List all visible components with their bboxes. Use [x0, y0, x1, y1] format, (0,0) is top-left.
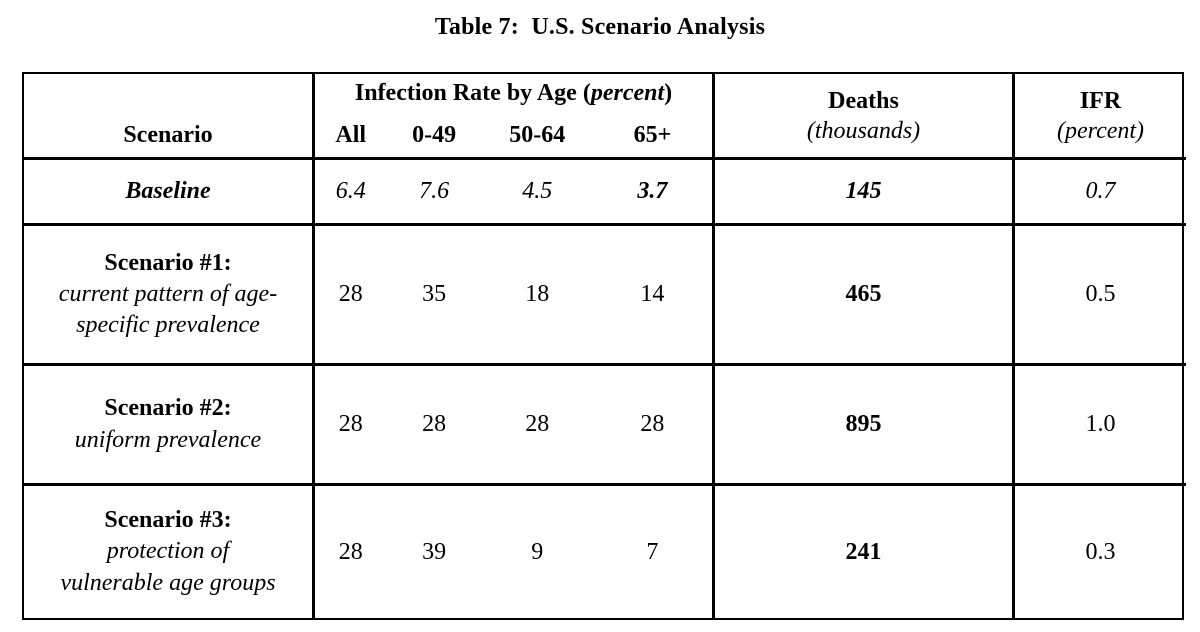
scenario-column-header: Scenario	[123, 122, 213, 148]
rate-0-49: 35	[422, 281, 447, 307]
ifr-column-header: IFR	[1079, 87, 1122, 114]
ifr-value: 0.5	[1085, 281, 1116, 307]
scenario-3-label-cell: Scenario #3: protection of vulnerable ag…	[24, 486, 315, 618]
row-name: Baseline	[125, 177, 211, 204]
baseline-deaths-cell: 145	[715, 160, 1015, 223]
row-name: Scenario #2:	[104, 395, 232, 422]
table-row-scenario-3: Scenario #3: protection of vulnerable ag…	[24, 486, 1186, 618]
scenario-2-ifr-cell: 1.0	[1015, 366, 1186, 483]
baseline-rates-cell: 6.4 7.6 4.5 3.7	[315, 160, 715, 223]
rate-0-49: 28	[422, 411, 447, 437]
deaths-value: 241	[845, 538, 882, 565]
scenario-1-deaths-cell: 465	[715, 226, 1015, 363]
rate-all: 28	[338, 411, 363, 437]
header-cell-ifr: IFR (percent)	[1015, 74, 1186, 157]
table-row-scenario-2: Scenario #2: uniform prevalence 28 28 28…	[24, 366, 1186, 486]
deaths-value: 465	[845, 281, 882, 307]
age-column-header-65plus: 65+	[633, 122, 672, 148]
infection-rate-label-unit: percent	[590, 80, 665, 106]
header-cell-deaths: Deaths (thousands)	[715, 74, 1015, 157]
scenario-1-label-cell: Scenario #1: current pattern of age- spe…	[24, 226, 315, 363]
scenario-table: Scenario Infection Rate by Age (percent)…	[22, 72, 1186, 620]
rate-all: 6.4	[335, 178, 366, 204]
rate-65plus: 7	[646, 538, 659, 565]
header-cell-scenario: Scenario	[24, 74, 315, 157]
rate-50-64: 9	[531, 538, 544, 565]
age-subheaders: All 0-49 50-64 65+	[315, 122, 712, 149]
rate-values: 28 39 9 7	[315, 539, 712, 566]
table-title: Table 7: U.S. Scenario Analysis	[434, 14, 766, 40]
rate-0-49: 39	[422, 538, 447, 565]
header-cell-infection-rate: Infection Rate by Age (percent) All 0-49…	[315, 74, 715, 157]
deaths-column-unit: (thousands)	[806, 117, 921, 144]
rate-50-64: 18	[525, 281, 550, 307]
row-subtitle-line: vulnerable age groups	[60, 569, 276, 596]
row-subtitle-line: uniform prevalence	[74, 426, 262, 453]
row-name: Scenario #1:	[104, 249, 232, 276]
rate-65plus: 3.7	[637, 178, 668, 204]
scenario-3-rates-cell: 28 39 9 7	[315, 486, 715, 618]
row-name: Scenario #3:	[104, 507, 232, 534]
ifr-value: 0.3	[1085, 538, 1116, 565]
baseline-label-cell: Baseline	[24, 160, 315, 223]
infection-rate-label-prefix: Infection Rate by Age (	[354, 80, 591, 106]
deaths-column-header: Deaths	[828, 87, 899, 114]
scenario-2-rates-cell: 28 28 28 28	[315, 366, 715, 483]
scenario-3-deaths-cell: 241	[715, 486, 1015, 618]
row-subtitle-line: protection of	[106, 538, 230, 565]
baseline-ifr-cell: 0.7	[1015, 160, 1186, 223]
rate-values: 6.4 7.6 4.5 3.7	[315, 178, 712, 205]
age-column-header-50-64: 50-64	[509, 122, 566, 148]
deaths-value: 895	[845, 411, 882, 437]
rate-50-64: 28	[525, 411, 550, 437]
rate-0-49: 7.6	[419, 178, 450, 204]
scenario-3-ifr-cell: 0.3	[1015, 486, 1186, 618]
age-column-header-all: All	[335, 122, 367, 148]
rate-65plus: 14	[640, 281, 665, 307]
ifr-column-unit: (percent)	[1056, 117, 1145, 144]
scenario-1-rates-cell: 28 35 18 14	[315, 226, 715, 363]
age-column-header-0-49: 0-49	[412, 122, 457, 148]
ifr-value: 1.0	[1085, 411, 1116, 437]
rate-values: 28 28 28 28	[315, 411, 712, 438]
rate-all: 28	[338, 538, 363, 565]
row-subtitle-line: specific prevalence	[76, 312, 260, 339]
deaths-value: 145	[845, 178, 882, 204]
rate-65plus: 28	[640, 411, 665, 437]
infection-rate-label-suffix: )	[664, 80, 673, 106]
ifr-value: 0.7	[1085, 178, 1116, 204]
rate-50-64: 4.5	[522, 178, 553, 204]
table-row-scenario-1: Scenario #1: current pattern of age- spe…	[24, 226, 1186, 366]
rate-all: 28	[338, 281, 363, 307]
rate-values: 28 35 18 14	[315, 281, 712, 308]
scenario-2-label-cell: Scenario #2: uniform prevalence	[24, 366, 315, 483]
table-row-baseline: Baseline 6.4 7.6 4.5 3.7 145 0.7	[24, 160, 1186, 226]
row-subtitle-line: current pattern of age-	[58, 280, 278, 307]
scenario-1-ifr-cell: 0.5	[1015, 226, 1186, 363]
infection-rate-group-header: Infection Rate by Age (percent)	[315, 80, 712, 107]
table-header-row: Scenario Infection Rate by Age (percent)…	[24, 74, 1186, 160]
scenario-2-deaths-cell: 895	[715, 366, 1015, 483]
